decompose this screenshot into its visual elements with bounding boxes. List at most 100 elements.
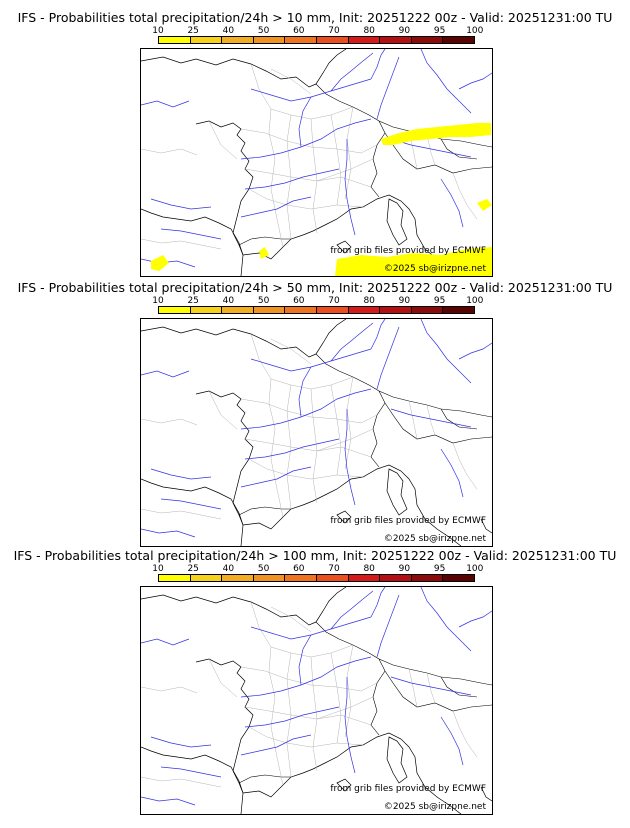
legend-tick-label: 50 (257, 26, 270, 36)
country-borders (238, 621, 492, 784)
legend-tick-label: 100 (466, 296, 484, 306)
legend-swatch (222, 575, 254, 581)
map-frame: from grib files provided by ECMWF ©2025 … (140, 48, 493, 277)
legend-tick-label: 80 (363, 564, 375, 574)
legend-tick-label: 10 (152, 26, 164, 36)
source-credit: from grib files provided by ECMWF (330, 246, 486, 256)
legend-colorbar (158, 306, 475, 314)
legend-tick-label: 50 (257, 296, 270, 306)
legend-swatch (159, 307, 191, 313)
legend-swatch (316, 37, 349, 43)
legend-swatch (348, 575, 381, 581)
legend-swatch (380, 307, 412, 313)
rivers (141, 319, 492, 538)
legend-tick-label: 60 (293, 564, 305, 574)
forecast-panel-3: IFS - Probabilities total precipitation/… (0, 538, 630, 815)
legend-tick-label: 40 (222, 296, 235, 306)
legend-colorbar (158, 36, 475, 44)
legend-tick-label: 95 (433, 296, 446, 306)
legend-tick-label: 80 (363, 296, 375, 306)
legend-swatch (285, 37, 317, 43)
legend-tick-label: 40 (222, 564, 235, 574)
source-credit: from grib files provided by ECMWF (330, 784, 486, 794)
region-borders (141, 601, 478, 788)
legend-tick-label: 25 (187, 296, 199, 306)
coastline (141, 319, 492, 546)
panel-title: IFS - Probabilities total precipitation/… (13, 548, 617, 563)
legend-swatch (253, 575, 286, 581)
legend-tick-label: 95 (433, 564, 446, 574)
forecast-panel-1: IFS - Probabilities total precipitation/… (0, 0, 630, 277)
copyright-credit: ©2025 sb@irizpne.net (383, 802, 486, 812)
legend-swatch (159, 37, 191, 43)
legend-swatch (190, 37, 223, 43)
country-borders (238, 353, 492, 516)
legend-tick-labels: 10 25 40 50 60 70 80 90 95 100 (152, 296, 483, 306)
legend-swatch (190, 307, 223, 313)
legend-swatch (159, 575, 191, 581)
panel-title: IFS - Probabilities total precipitation/… (17, 280, 613, 295)
france-map (141, 587, 492, 814)
forecast-panel-2: IFS - Probabilities total precipitation/… (0, 270, 630, 547)
legend-swatch (443, 575, 474, 581)
legend-swatch (253, 37, 286, 43)
legend-tick-label: 25 (187, 564, 199, 574)
legend-swatch (316, 575, 349, 581)
probability-fill (151, 123, 492, 276)
legend-tick-label: 95 (433, 26, 446, 36)
legend-swatch (190, 575, 223, 581)
legend-swatch (285, 575, 317, 581)
legend-tick-label: 70 (328, 26, 340, 36)
region-borders (141, 63, 478, 250)
legend-swatch (222, 307, 254, 313)
country-borders (238, 83, 492, 246)
map-frame: from grib files provided by ECMWF ©2025 … (140, 586, 493, 815)
copyright-credit: ©2025 sb@irizpne.net (383, 534, 486, 544)
legend-swatch (348, 37, 381, 43)
france-map (141, 49, 492, 276)
legend-tick-label: 60 (293, 26, 305, 36)
legend-swatch (380, 575, 412, 581)
legend-tick-label: 25 (187, 26, 199, 36)
rivers (141, 587, 492, 806)
legend-swatch (222, 37, 254, 43)
probability-legend: 10 25 40 50 60 70 80 90 95 100 (152, 296, 483, 316)
legend-swatch (285, 307, 317, 313)
panel-title: IFS - Probabilities total precipitation/… (17, 10, 613, 25)
legend-tick-label: 100 (466, 26, 484, 36)
coastline (141, 49, 492, 276)
legend-swatch (411, 307, 444, 313)
region-borders (141, 333, 478, 520)
legend-swatch (411, 575, 444, 581)
legend-swatch (316, 307, 349, 313)
probability-legend: 10 25 40 50 60 70 80 90 95 100 (152, 26, 483, 46)
legend-swatch (253, 307, 286, 313)
legend-tick-label: 10 (152, 564, 164, 574)
legend-swatch (443, 37, 474, 43)
legend-tick-label: 40 (222, 26, 235, 36)
legend-swatch (380, 37, 412, 43)
map-frame: from grib files provided by ECMWF ©2025 … (140, 318, 493, 547)
france-map (141, 319, 492, 546)
legend-tick-label: 90 (398, 296, 411, 306)
rivers (141, 49, 492, 268)
coastline (141, 587, 492, 814)
legend-tick-labels: 10 25 40 50 60 70 80 90 95 100 (152, 564, 483, 574)
legend-tick-label: 10 (152, 296, 164, 306)
legend-tick-label: 90 (398, 564, 411, 574)
legend-swatch (443, 307, 474, 313)
source-credit: from grib files provided by ECMWF (330, 516, 486, 526)
legend-swatch (348, 307, 381, 313)
legend-tick-label: 80 (363, 26, 375, 36)
probability-legend: 10 25 40 50 60 70 80 90 95 100 (152, 564, 483, 584)
legend-tick-label: 100 (466, 564, 484, 574)
legend-tick-label: 50 (257, 564, 270, 574)
legend-tick-label: 70 (328, 564, 340, 574)
legend-tick-label: 60 (293, 296, 305, 306)
legend-tick-labels: 10 25 40 50 60 70 80 90 95 100 (152, 26, 483, 36)
legend-swatch (411, 37, 444, 43)
copyright-credit: ©2025 sb@irizpne.net (383, 264, 486, 274)
legend-tick-label: 90 (398, 26, 411, 36)
legend-tick-label: 70 (328, 296, 340, 306)
legend-colorbar (158, 574, 475, 582)
